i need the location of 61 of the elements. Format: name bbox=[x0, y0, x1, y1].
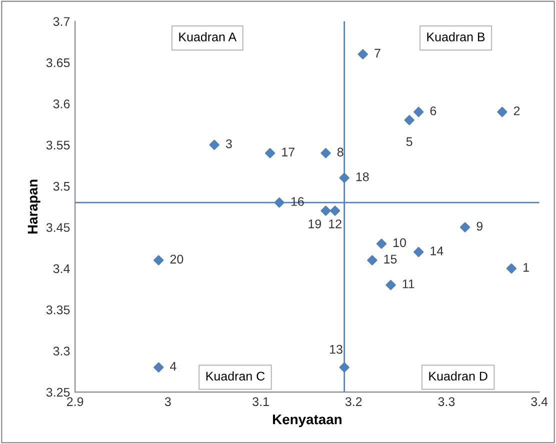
annotation: 19 bbox=[308, 219, 322, 228]
x-tick-label: 3.4 bbox=[531, 397, 548, 406]
point bbox=[414, 106, 424, 118]
y-tick-label: 3.55 bbox=[46, 140, 70, 150]
annotation: 14 bbox=[430, 246, 444, 256]
annotation: 7 bbox=[374, 48, 380, 58]
annotation: Kuadran B bbox=[427, 32, 485, 42]
annotation: 8 bbox=[337, 148, 344, 156]
annotation: Kuadran D bbox=[429, 371, 488, 381]
x-axis-title: Kenyataan bbox=[273, 414, 342, 428]
annotation: 18 bbox=[356, 172, 369, 182]
point bbox=[460, 222, 470, 232]
point bbox=[497, 106, 508, 118]
annotation: 9 bbox=[476, 222, 483, 231]
x-tick-label: 3.1 bbox=[252, 397, 269, 406]
annotation: 13 bbox=[330, 344, 342, 354]
y-tick-label: 3.5 bbox=[53, 182, 70, 191]
annotation: Kuadran A bbox=[179, 32, 237, 42]
annotation: 5 bbox=[406, 137, 412, 146]
y-tick-label: 3.35 bbox=[46, 305, 70, 314]
point bbox=[367, 255, 378, 266]
y-tick-label: 3.25 bbox=[46, 388, 70, 397]
annotation: 4 bbox=[170, 362, 176, 371]
point bbox=[320, 148, 331, 158]
y-tick-label: 3.4 bbox=[53, 264, 70, 274]
y-tick-label: 3.65 bbox=[46, 58, 70, 68]
annotation: 17 bbox=[282, 148, 294, 156]
annotation: 10 bbox=[394, 238, 406, 248]
x-tick-label: 3.2 bbox=[345, 397, 362, 406]
point bbox=[154, 255, 164, 266]
point bbox=[376, 238, 387, 249]
annotation: 2 bbox=[514, 106, 520, 116]
point bbox=[404, 115, 414, 126]
y-axis-title: Harapan bbox=[28, 180, 40, 234]
y-tick-label: 3.3 bbox=[53, 346, 70, 356]
point bbox=[506, 263, 517, 274]
x-tick-label: 3 bbox=[164, 397, 171, 406]
point bbox=[264, 148, 276, 158]
point bbox=[274, 197, 284, 208]
point bbox=[320, 206, 331, 216]
point bbox=[414, 246, 424, 258]
point bbox=[209, 140, 220, 150]
annotation: 6 bbox=[430, 106, 436, 116]
x-tick-label: 3.3 bbox=[438, 397, 455, 406]
point bbox=[386, 280, 396, 290]
y-tick-label: 3.6 bbox=[53, 100, 70, 108]
annotation: Kuadran C bbox=[206, 371, 265, 381]
point bbox=[339, 362, 350, 372]
point bbox=[330, 206, 340, 216]
annotation: 3 bbox=[226, 139, 232, 148]
annotation: 15 bbox=[384, 254, 397, 264]
x-tick-label: 2.9 bbox=[67, 397, 84, 406]
annotation: 11 bbox=[402, 280, 414, 288]
point bbox=[339, 172, 350, 183]
point bbox=[358, 49, 368, 60]
annotation: 20 bbox=[170, 254, 184, 264]
annotation: 1 bbox=[524, 263, 529, 272]
y-tick-label: 3.45 bbox=[46, 223, 70, 232]
annotation: 12 bbox=[329, 219, 342, 228]
point bbox=[154, 362, 164, 372]
y-tick-label: 3.7 bbox=[53, 17, 70, 26]
